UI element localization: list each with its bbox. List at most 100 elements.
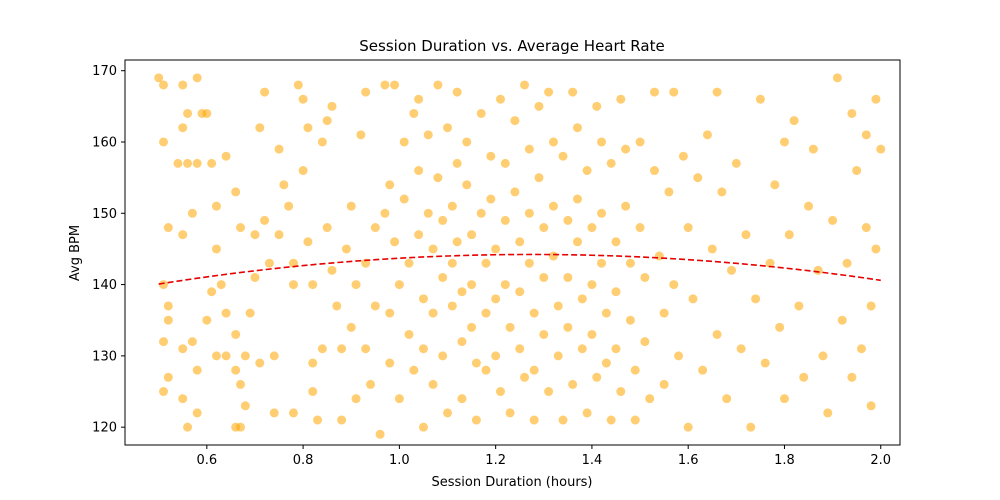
data-point <box>366 379 375 389</box>
data-point <box>650 87 659 97</box>
data-point <box>741 230 751 240</box>
data-point <box>332 301 342 311</box>
data-point <box>592 372 602 382</box>
data-point <box>779 137 789 147</box>
data-point <box>683 422 693 432</box>
data-point <box>808 144 818 154</box>
data-point <box>481 365 491 375</box>
data-point <box>669 280 679 290</box>
x-tick-label: 1.6 <box>678 453 699 468</box>
data-point <box>337 415 347 425</box>
data-point <box>471 415 481 425</box>
data-point <box>428 308 438 318</box>
data-point <box>486 194 496 204</box>
data-point <box>510 187 520 197</box>
x-tick-label: 1.0 <box>389 453 410 468</box>
data-point <box>611 287 621 297</box>
data-point <box>308 387 318 397</box>
data-point <box>274 144 284 154</box>
data-point <box>192 365 202 375</box>
data-point <box>178 230 188 240</box>
data-point <box>236 379 246 389</box>
data-point <box>611 344 621 354</box>
plot-area-frame <box>124 59 901 446</box>
data-point <box>467 322 477 332</box>
data-point <box>471 358 481 368</box>
data-point <box>288 258 298 268</box>
data-point <box>216 280 226 290</box>
data-point <box>409 108 419 118</box>
data-point <box>520 372 530 382</box>
data-point <box>183 108 193 118</box>
data-point <box>548 137 558 147</box>
data-point <box>871 94 881 104</box>
data-point <box>861 223 871 233</box>
trend-layer <box>158 253 881 285</box>
data-point <box>476 208 486 218</box>
data-point <box>327 101 337 111</box>
data-point <box>539 329 549 339</box>
data-point <box>447 201 457 211</box>
data-point <box>399 137 409 147</box>
y-tick-label: 160 <box>92 135 117 150</box>
data-point <box>486 151 496 161</box>
data-point <box>279 180 289 190</box>
data-point <box>654 251 664 261</box>
data-point <box>693 173 703 183</box>
data-point <box>438 351 448 361</box>
data-point <box>414 94 424 104</box>
data-point <box>423 208 433 218</box>
data-point <box>794 301 804 311</box>
data-point <box>317 344 327 354</box>
data-point <box>625 258 635 268</box>
data-point <box>356 130 366 140</box>
data-point <box>635 137 645 147</box>
data-point <box>871 244 881 254</box>
data-point <box>712 87 722 97</box>
data-point <box>202 315 212 325</box>
data-point <box>659 308 669 318</box>
data-point <box>510 116 520 126</box>
data-point <box>159 337 169 347</box>
data-point <box>370 301 380 311</box>
data-point <box>462 137 472 147</box>
data-point <box>187 337 197 347</box>
data-point <box>818 351 828 361</box>
x-tick-label: 0.8 <box>293 453 314 468</box>
data-point <box>399 194 409 204</box>
data-point <box>731 158 741 168</box>
data-point <box>159 387 169 397</box>
data-point <box>702 130 712 140</box>
data-point <box>755 94 765 104</box>
data-point <box>385 308 395 318</box>
data-point <box>173 158 183 168</box>
y-tick-label: 120 <box>92 421 117 436</box>
data-point <box>847 108 857 118</box>
data-point <box>558 415 568 425</box>
x-axis-label: Session Duration (hours) <box>431 475 592 490</box>
data-point <box>866 401 876 411</box>
data-point <box>529 365 539 375</box>
data-point <box>524 258 534 268</box>
data-point <box>245 308 255 318</box>
data-point <box>385 180 395 190</box>
data-point <box>361 344 371 354</box>
data-point <box>592 101 602 111</box>
data-point <box>601 308 611 318</box>
data-point <box>534 101 544 111</box>
data-point <box>491 351 501 361</box>
data-point <box>539 223 549 233</box>
data-point <box>462 180 472 190</box>
data-point <box>842 258 852 268</box>
data-point <box>380 80 390 90</box>
data-point <box>495 94 505 104</box>
y-tick-label: 130 <box>92 349 117 364</box>
data-point <box>452 158 462 168</box>
data-point <box>625 315 635 325</box>
data-point <box>491 294 501 304</box>
data-point <box>192 158 202 168</box>
data-point <box>187 208 197 218</box>
data-point <box>852 166 862 176</box>
data-point <box>707 244 717 254</box>
